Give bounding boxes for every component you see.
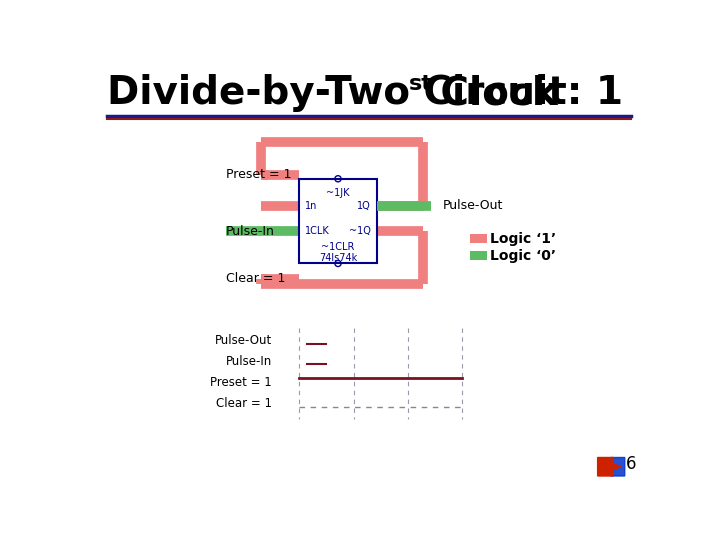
Polygon shape xyxy=(603,457,625,476)
Text: Clear = 1: Clear = 1 xyxy=(225,272,285,285)
Text: 74ls74k: 74ls74k xyxy=(319,253,357,262)
Polygon shape xyxy=(598,457,621,476)
Text: Preset = 1: Preset = 1 xyxy=(225,168,291,181)
Text: Preset = 1: Preset = 1 xyxy=(210,375,272,389)
Bar xyxy=(300,179,377,264)
Text: Logic ‘0’: Logic ‘0’ xyxy=(490,249,556,263)
Text: Logic ‘1’: Logic ‘1’ xyxy=(490,232,556,246)
Bar xyxy=(469,234,487,244)
Text: 1n: 1n xyxy=(305,201,318,211)
Text: 1Q: 1Q xyxy=(357,201,371,211)
Text: Clock: Clock xyxy=(427,74,558,112)
Text: Pulse-In: Pulse-In xyxy=(226,355,272,368)
Text: ~1JK: ~1JK xyxy=(326,188,350,198)
Text: Pulse-Out: Pulse-Out xyxy=(443,199,503,212)
Text: 6: 6 xyxy=(626,455,636,473)
Text: Pulse-Out: Pulse-Out xyxy=(215,334,272,347)
Text: Pulse-In: Pulse-In xyxy=(225,225,274,238)
Bar xyxy=(469,251,487,260)
Text: ~1CLR: ~1CLR xyxy=(321,242,355,252)
Text: st: st xyxy=(409,74,433,94)
Text: Clear = 1: Clear = 1 xyxy=(216,397,272,410)
Text: 1CLK: 1CLK xyxy=(305,226,330,236)
Text: Divide-by-Two Circuit: 1: Divide-by-Two Circuit: 1 xyxy=(107,74,623,112)
Text: ~1Q: ~1Q xyxy=(348,226,371,236)
